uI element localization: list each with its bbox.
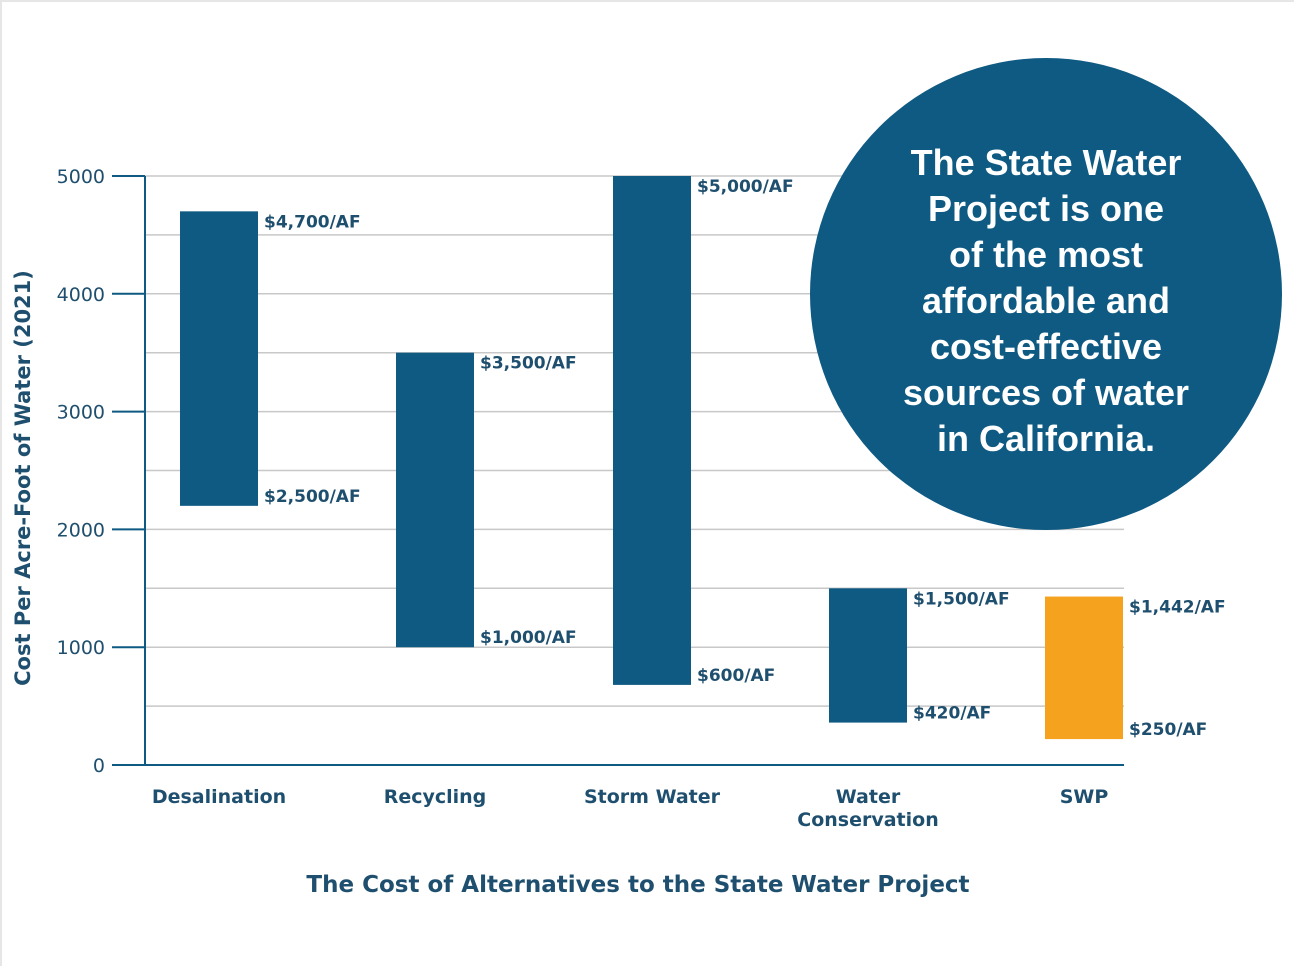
range-bar xyxy=(180,211,258,506)
y-tick-label: 1000 xyxy=(57,637,105,659)
category-label: Storm Water xyxy=(584,786,721,808)
frame-left-edge xyxy=(0,0,2,966)
range-bar xyxy=(829,588,907,723)
range-bar xyxy=(613,176,691,685)
high-value-label: $4,700/AF xyxy=(264,212,361,232)
callout-text-line: The State Water xyxy=(911,142,1182,183)
low-value-label: $420/AF xyxy=(913,704,991,724)
callout-circle xyxy=(810,58,1282,530)
category-label: SWP xyxy=(1060,786,1109,808)
callout-text-line: in California. xyxy=(937,418,1155,459)
y-tick-label: 0 xyxy=(93,755,105,777)
category-label: Desalination xyxy=(152,786,286,808)
low-value-label: $600/AF xyxy=(697,666,775,686)
high-value-label: $1,500/AF xyxy=(913,589,1010,609)
callout-text-line: Project is one xyxy=(928,188,1164,229)
callout-text-line: affordable and xyxy=(922,280,1170,321)
y-tick-label: 3000 xyxy=(57,402,105,424)
category-label: Water xyxy=(836,786,901,808)
bars-layer xyxy=(180,176,1123,740)
x-axis-title: The Cost of Alternatives to the State Wa… xyxy=(306,872,969,898)
axis-layer: 0 1000 2000 3000 4000 5000 xyxy=(57,166,1124,777)
y-axis-title: Cost Per Acre-Foot of Water (2021) xyxy=(11,270,35,686)
range-bar xyxy=(1045,596,1123,740)
callout-text-line: sources of water xyxy=(903,372,1189,413)
low-value-label: $1,000/AF xyxy=(480,628,577,648)
high-value-label: $5,000/AF xyxy=(697,177,794,197)
y-tick-label: 5000 xyxy=(57,166,105,188)
labels-layer: $4,700/AF $2,500/AF Desalination $3,500/AF $… xyxy=(152,177,1226,831)
low-value-label: $2,500/AF xyxy=(264,487,361,507)
high-value-label: $3,500/AF xyxy=(480,354,577,374)
callout-text-line: of the most xyxy=(949,234,1143,275)
high-value-label: $1,442/AF xyxy=(1129,598,1226,618)
range-bar xyxy=(396,352,474,648)
frame-top-edge xyxy=(0,0,1294,2)
callout-text-line: cost-effective xyxy=(930,326,1162,367)
low-value-label: $250/AF xyxy=(1129,720,1207,740)
y-tick-label: 2000 xyxy=(57,519,105,541)
y-tick-label: 4000 xyxy=(57,284,105,306)
category-label: Conservation xyxy=(797,809,938,831)
callout-layer: The State Water Project is one of the most… xyxy=(810,58,1282,530)
category-label: Recycling xyxy=(384,786,487,808)
